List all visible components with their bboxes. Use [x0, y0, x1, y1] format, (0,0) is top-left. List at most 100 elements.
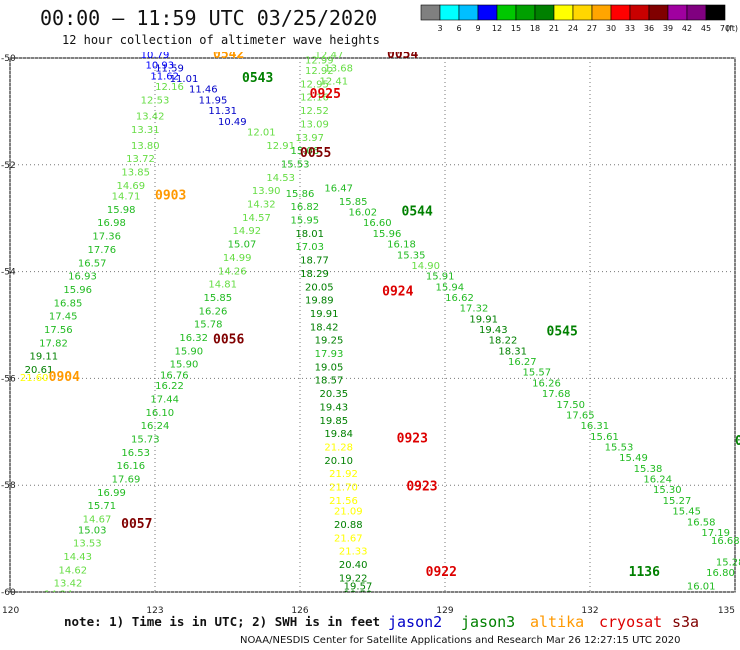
pass-time-label: 0544	[402, 205, 433, 220]
colorbar-tick-label: 33	[625, 24, 635, 33]
colorbar-tick-label: 3	[437, 24, 442, 33]
swh-value-label: 14.81	[208, 280, 237, 291]
x-tick-label: 126	[291, 606, 308, 616]
colorbar-tick-label: 12	[492, 24, 502, 33]
swh-value-label: 12.92	[305, 66, 334, 77]
swh-value-label: 18.31	[498, 346, 527, 357]
x-tick-label: 123	[146, 606, 163, 616]
swh-value-label: 11.62	[150, 71, 179, 82]
swh-value-label: 16.98	[97, 218, 126, 229]
swh-value-label: 12.16	[155, 82, 184, 93]
swh-value-label: 20.40	[339, 560, 368, 571]
pass-time-label: 0903	[155, 189, 186, 204]
swh-value-label: 19.22	[339, 573, 368, 584]
swh-value-label: 15.95	[291, 216, 320, 227]
swh-value-label: 10.49	[218, 117, 247, 128]
swh-value-label: 16.26	[532, 378, 561, 389]
swh-value-label: 21.70	[329, 483, 358, 494]
pass-time-label: 0545	[547, 325, 578, 340]
swh-value-label: 17.50	[556, 400, 585, 411]
swh-value-label: 13.90	[252, 186, 281, 197]
swh-value-label: 15.27	[663, 496, 692, 507]
swh-value-label: 12.47	[315, 50, 344, 61]
swh-value-label: 17.93	[315, 349, 344, 360]
colorbar-swatch	[648, 4, 669, 21]
pass-time-label: 0543	[242, 71, 273, 86]
swh-value-label: 13.72	[126, 154, 155, 165]
swh-value-label: 10.93	[146, 61, 175, 72]
colorbar-tick-label: 6	[456, 24, 461, 33]
swh-value-label: 21.09	[334, 507, 363, 518]
colorbar-tick-label: 45	[701, 24, 711, 33]
colorbar-tick-label: 24	[568, 24, 578, 33]
swh-value-label: 13.85	[121, 167, 150, 178]
colorbar-tick-label: 39	[663, 24, 673, 33]
swh-value-label: 12.99	[305, 55, 334, 66]
swh-value-label: 16.02	[349, 208, 378, 219]
swh-value-label: 15.53	[281, 159, 310, 170]
swh-value-label: 17.68	[542, 389, 571, 400]
swh-value-label: 14.26	[218, 266, 247, 277]
colorbar-swatch	[420, 4, 441, 21]
swh-value-label: 16.22	[155, 381, 184, 392]
swh-value-label: 16.53	[121, 448, 150, 459]
swh-value-label: 15.86	[286, 189, 315, 200]
swh-value-label: 18.01	[344, 595, 373, 606]
swh-value-label: 15.38	[634, 464, 663, 475]
swh-value-label: 19.05	[315, 362, 344, 373]
y-tick-label: -56	[1, 374, 16, 384]
swh-value-label: 14.24	[44, 589, 73, 600]
y-tick-label: -52	[1, 161, 16, 171]
swh-value-label: 20.05	[305, 282, 334, 293]
swh-value-label: 20.35	[320, 389, 349, 400]
swh-value-label: 16.93	[68, 272, 97, 283]
colorbar-swatch	[629, 4, 650, 21]
credit-line: NOAA/NESDIS Center for Satellite Applica…	[240, 635, 681, 646]
swh-value-label: 12.53	[141, 95, 170, 106]
colorbar-tick-label: 42	[682, 24, 692, 33]
swh-value-label: 17.19	[701, 528, 730, 539]
swh-value-label: 19.85	[320, 416, 349, 427]
swh-value-label: 16.57	[78, 258, 107, 269]
pass-time-label: 0056	[213, 333, 244, 348]
colorbar-swatch	[667, 4, 688, 21]
swh-value-label: 18.57	[315, 376, 344, 387]
swh-value-label: 14.62	[59, 565, 88, 576]
swh-value-label: 19.43	[479, 325, 508, 336]
swh-value-label: 16.32	[179, 333, 208, 344]
swh-value-label: 11.95	[199, 95, 228, 106]
y-tick-label: -58	[1, 481, 16, 491]
swh-value-label: 16.85	[54, 298, 83, 309]
swh-value-label: 16.58	[687, 517, 716, 528]
swh-value-label: 16.24	[141, 421, 170, 432]
pass-time-label: 0925	[310, 87, 341, 102]
swh-value-label: 11.59	[155, 63, 184, 74]
colorbar-swatch	[458, 4, 479, 21]
swh-value-label: 18.22	[489, 336, 518, 347]
swh-value-label: 15.90	[175, 346, 204, 357]
swh-value-label: 15.06	[291, 146, 320, 157]
swh-value-label: 15.96	[63, 285, 92, 296]
legend-altika: altika	[530, 613, 584, 631]
swh-value-label: 14.53	[266, 173, 295, 184]
swh-value-label: 18.77	[300, 256, 329, 267]
colorbar-swatch	[534, 4, 555, 21]
swh-value-label: 21.92	[329, 469, 358, 480]
swh-value-label: 17.44	[150, 394, 179, 405]
swh-value-label: 18.29	[300, 269, 329, 280]
colorbar-unit-label: (ft)	[726, 24, 738, 33]
swh-value-label: 13.09	[300, 119, 329, 130]
swh-value-label: 15.57	[523, 368, 552, 379]
colorbar-tick-label: 70	[720, 24, 730, 33]
swh-value-label: 21.33	[339, 547, 368, 558]
swh-value-label: 15.94	[436, 282, 465, 293]
swh-value-label: 12.01	[247, 127, 276, 138]
swh-value-label: 15.61	[590, 432, 619, 443]
swh-value-label: 16.76	[160, 370, 189, 381]
pass-time-label: 0923	[406, 480, 437, 495]
colorbar-swatch	[610, 4, 631, 21]
swh-value-label: 13.53	[73, 539, 102, 550]
colorbar-tick-label: 27	[587, 24, 597, 33]
plot-frame	[9, 57, 736, 593]
